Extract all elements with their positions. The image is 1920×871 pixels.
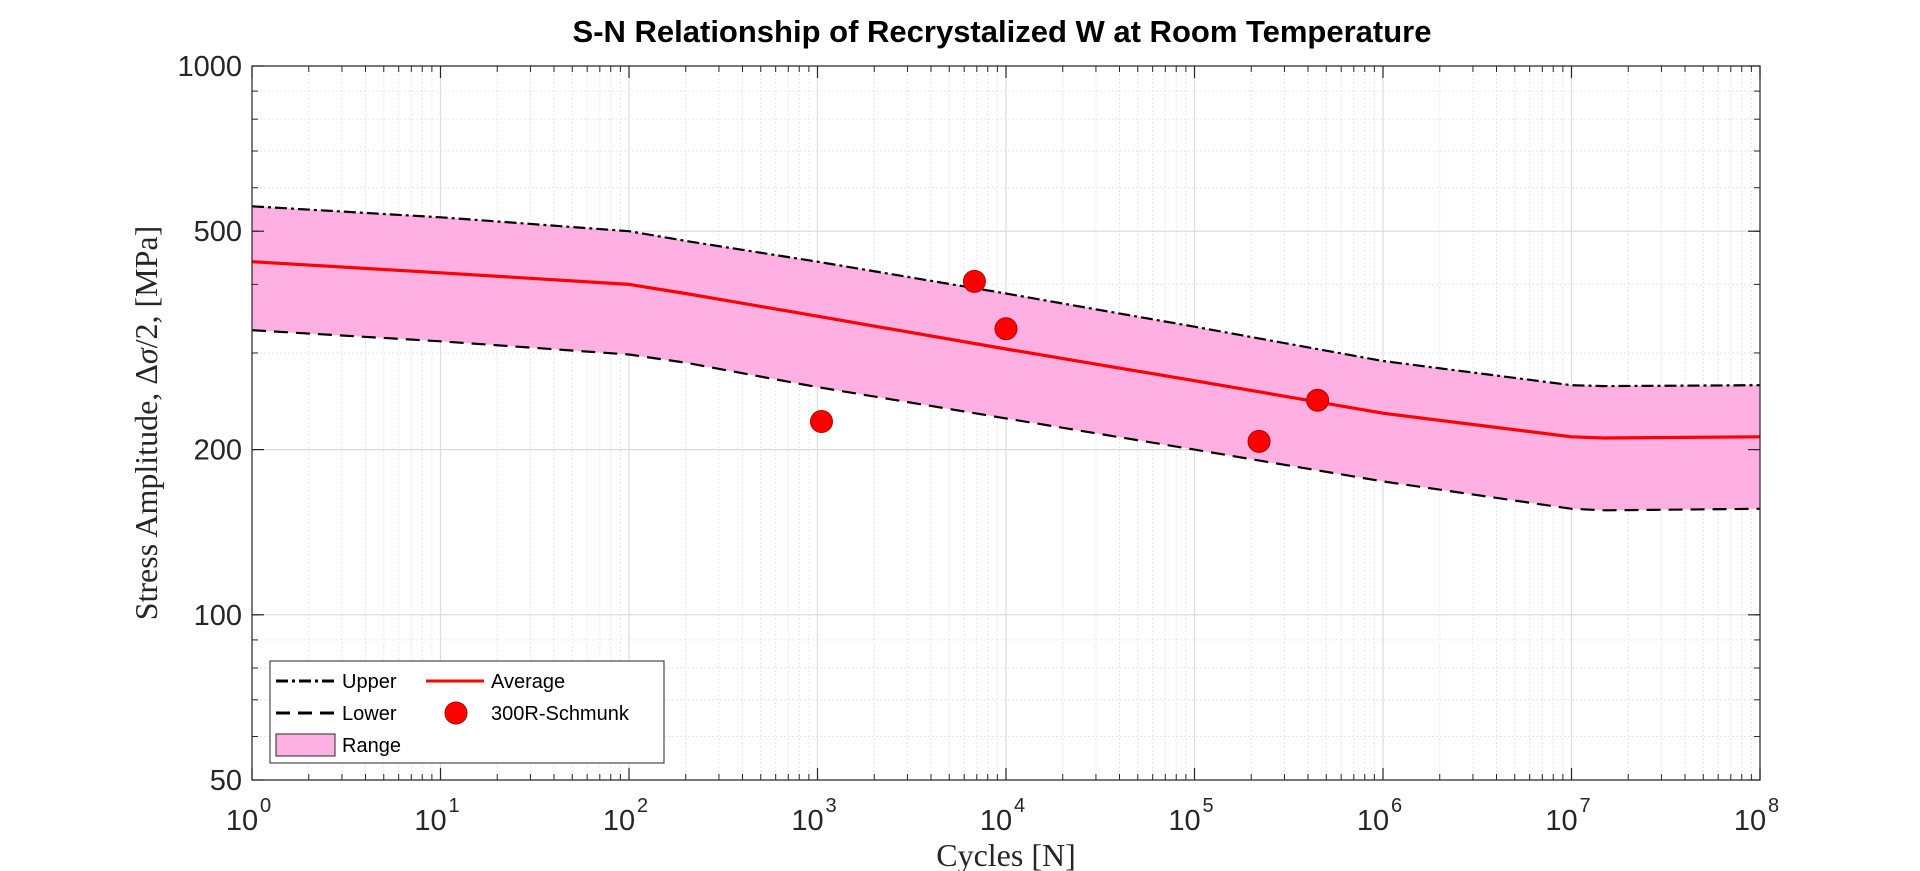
series-line-upper [251, 205, 1761, 388]
data-point-marker [962, 269, 986, 293]
legend: Upper Lower Average 300R-Schmunk Range [269, 660, 665, 764]
x-tick-exponent: 2 [637, 795, 648, 817]
y-tick-label: 50 [210, 765, 242, 797]
legend-average-label: Average [491, 671, 565, 693]
data-point-marker [1247, 429, 1271, 453]
x-tick-label: 10 [791, 805, 823, 837]
x-tick-label: 10 [1545, 805, 1577, 837]
y-axis-label-text: Stress Amplitude, Δ [128, 364, 164, 620]
x-tick-exponent: 6 [1391, 795, 1402, 817]
range-fill-area [252, 206, 1760, 511]
x-tick-label: 10 [603, 805, 635, 837]
y-axis-label-units: /2, [MPa] [128, 226, 164, 349]
x-tick-label: 10 [1357, 805, 1389, 837]
x-tick-exponent: 8 [1768, 795, 1779, 817]
y-tick-label: 200 [194, 435, 242, 467]
x-tick-exponent: 7 [1580, 795, 1591, 817]
data-markers [809, 269, 1330, 453]
series-lines [251, 205, 1761, 512]
plot-frame [251, 65, 1761, 781]
legend-range-swatch [275, 733, 336, 757]
data-point-marker [1306, 388, 1330, 412]
legend-marker-swatch [444, 701, 468, 725]
series-line-lower [251, 329, 1761, 512]
y-tick-labels: 50 100 200 500 1000 [177, 51, 242, 797]
x-tick-exponent: 1 [449, 795, 460, 817]
legend-upper-label: Upper [342, 671, 397, 693]
y-tick-label: 1000 [177, 51, 242, 83]
y-tick-label: 500 [194, 216, 242, 248]
series-line-average [251, 260, 1761, 440]
x-tick-label: 10 [414, 805, 446, 837]
x-tick-label: 10 [1168, 805, 1200, 837]
x-tick-exponent: 3 [826, 795, 837, 817]
chart-title: S-N Relationship of Recrystalized W at R… [573, 14, 1432, 49]
x-axis-label: Cycles [N] [936, 837, 1076, 871]
legend-lower-label: Lower [342, 703, 397, 725]
legend-range-label: Range [342, 735, 401, 757]
y-tick-label: 100 [194, 600, 242, 632]
y-axis-label: Stress Amplitude, Δσ/2, [MPa] [128, 226, 164, 621]
x-tick-exponent: 4 [1014, 795, 1025, 817]
x-tick-exponent: 5 [1203, 795, 1214, 817]
data-point-marker [994, 317, 1018, 341]
x-tick-label: 10 [226, 805, 258, 837]
legend-marker-label: 300R-Schmunk [491, 703, 630, 725]
x-tick-exponent: 0 [260, 795, 271, 817]
x-tick-label: 10 [1734, 805, 1766, 837]
y-axis-label-sigma: σ [128, 347, 164, 364]
x-tick-labels: 10 0 10 1 10 2 10 3 10 4 10 5 10 6 10 7 10 8 [226, 795, 1779, 837]
x-tick-label: 10 [980, 805, 1012, 837]
data-point-marker [809, 410, 833, 434]
